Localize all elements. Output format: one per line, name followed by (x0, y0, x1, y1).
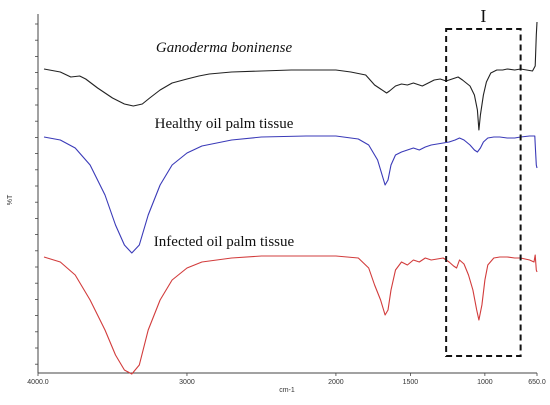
series-line-1 (43, 21, 538, 131)
series-line-3 (43, 254, 538, 375)
region-label: I (480, 6, 486, 26)
y-axis-title: %T (7, 194, 14, 205)
x-axis-title: cm-1 (279, 387, 295, 394)
x-tick-label: 1000 (477, 379, 493, 386)
x-axis-ticks: 4000.0 3000 2000 1500 1000 650.0 (27, 373, 546, 386)
series-group (43, 21, 538, 375)
series-labels: Ganoderma boninense Healthy oil palm tiss… (154, 40, 295, 250)
x-tick-label: 2000 (328, 379, 344, 386)
plot-frame (37, 14, 537, 374)
series-label-2: Healthy oil palm tissue (155, 116, 294, 132)
x-tick-label: 4000.0 (27, 379, 49, 386)
x-tick-label: 650.0 (528, 379, 546, 386)
series-line-2 (43, 135, 538, 254)
x-tick-label: 1500 (403, 379, 419, 386)
region-box (445, 28, 522, 357)
series-label-3: Infected oil palm tissue (154, 234, 295, 250)
x-tick-label: 3000 (179, 379, 195, 386)
annotation-group: I (445, 6, 522, 357)
series-label-1: Ganoderma boninense (156, 40, 293, 56)
y-axis-ticks (35, 23, 38, 365)
